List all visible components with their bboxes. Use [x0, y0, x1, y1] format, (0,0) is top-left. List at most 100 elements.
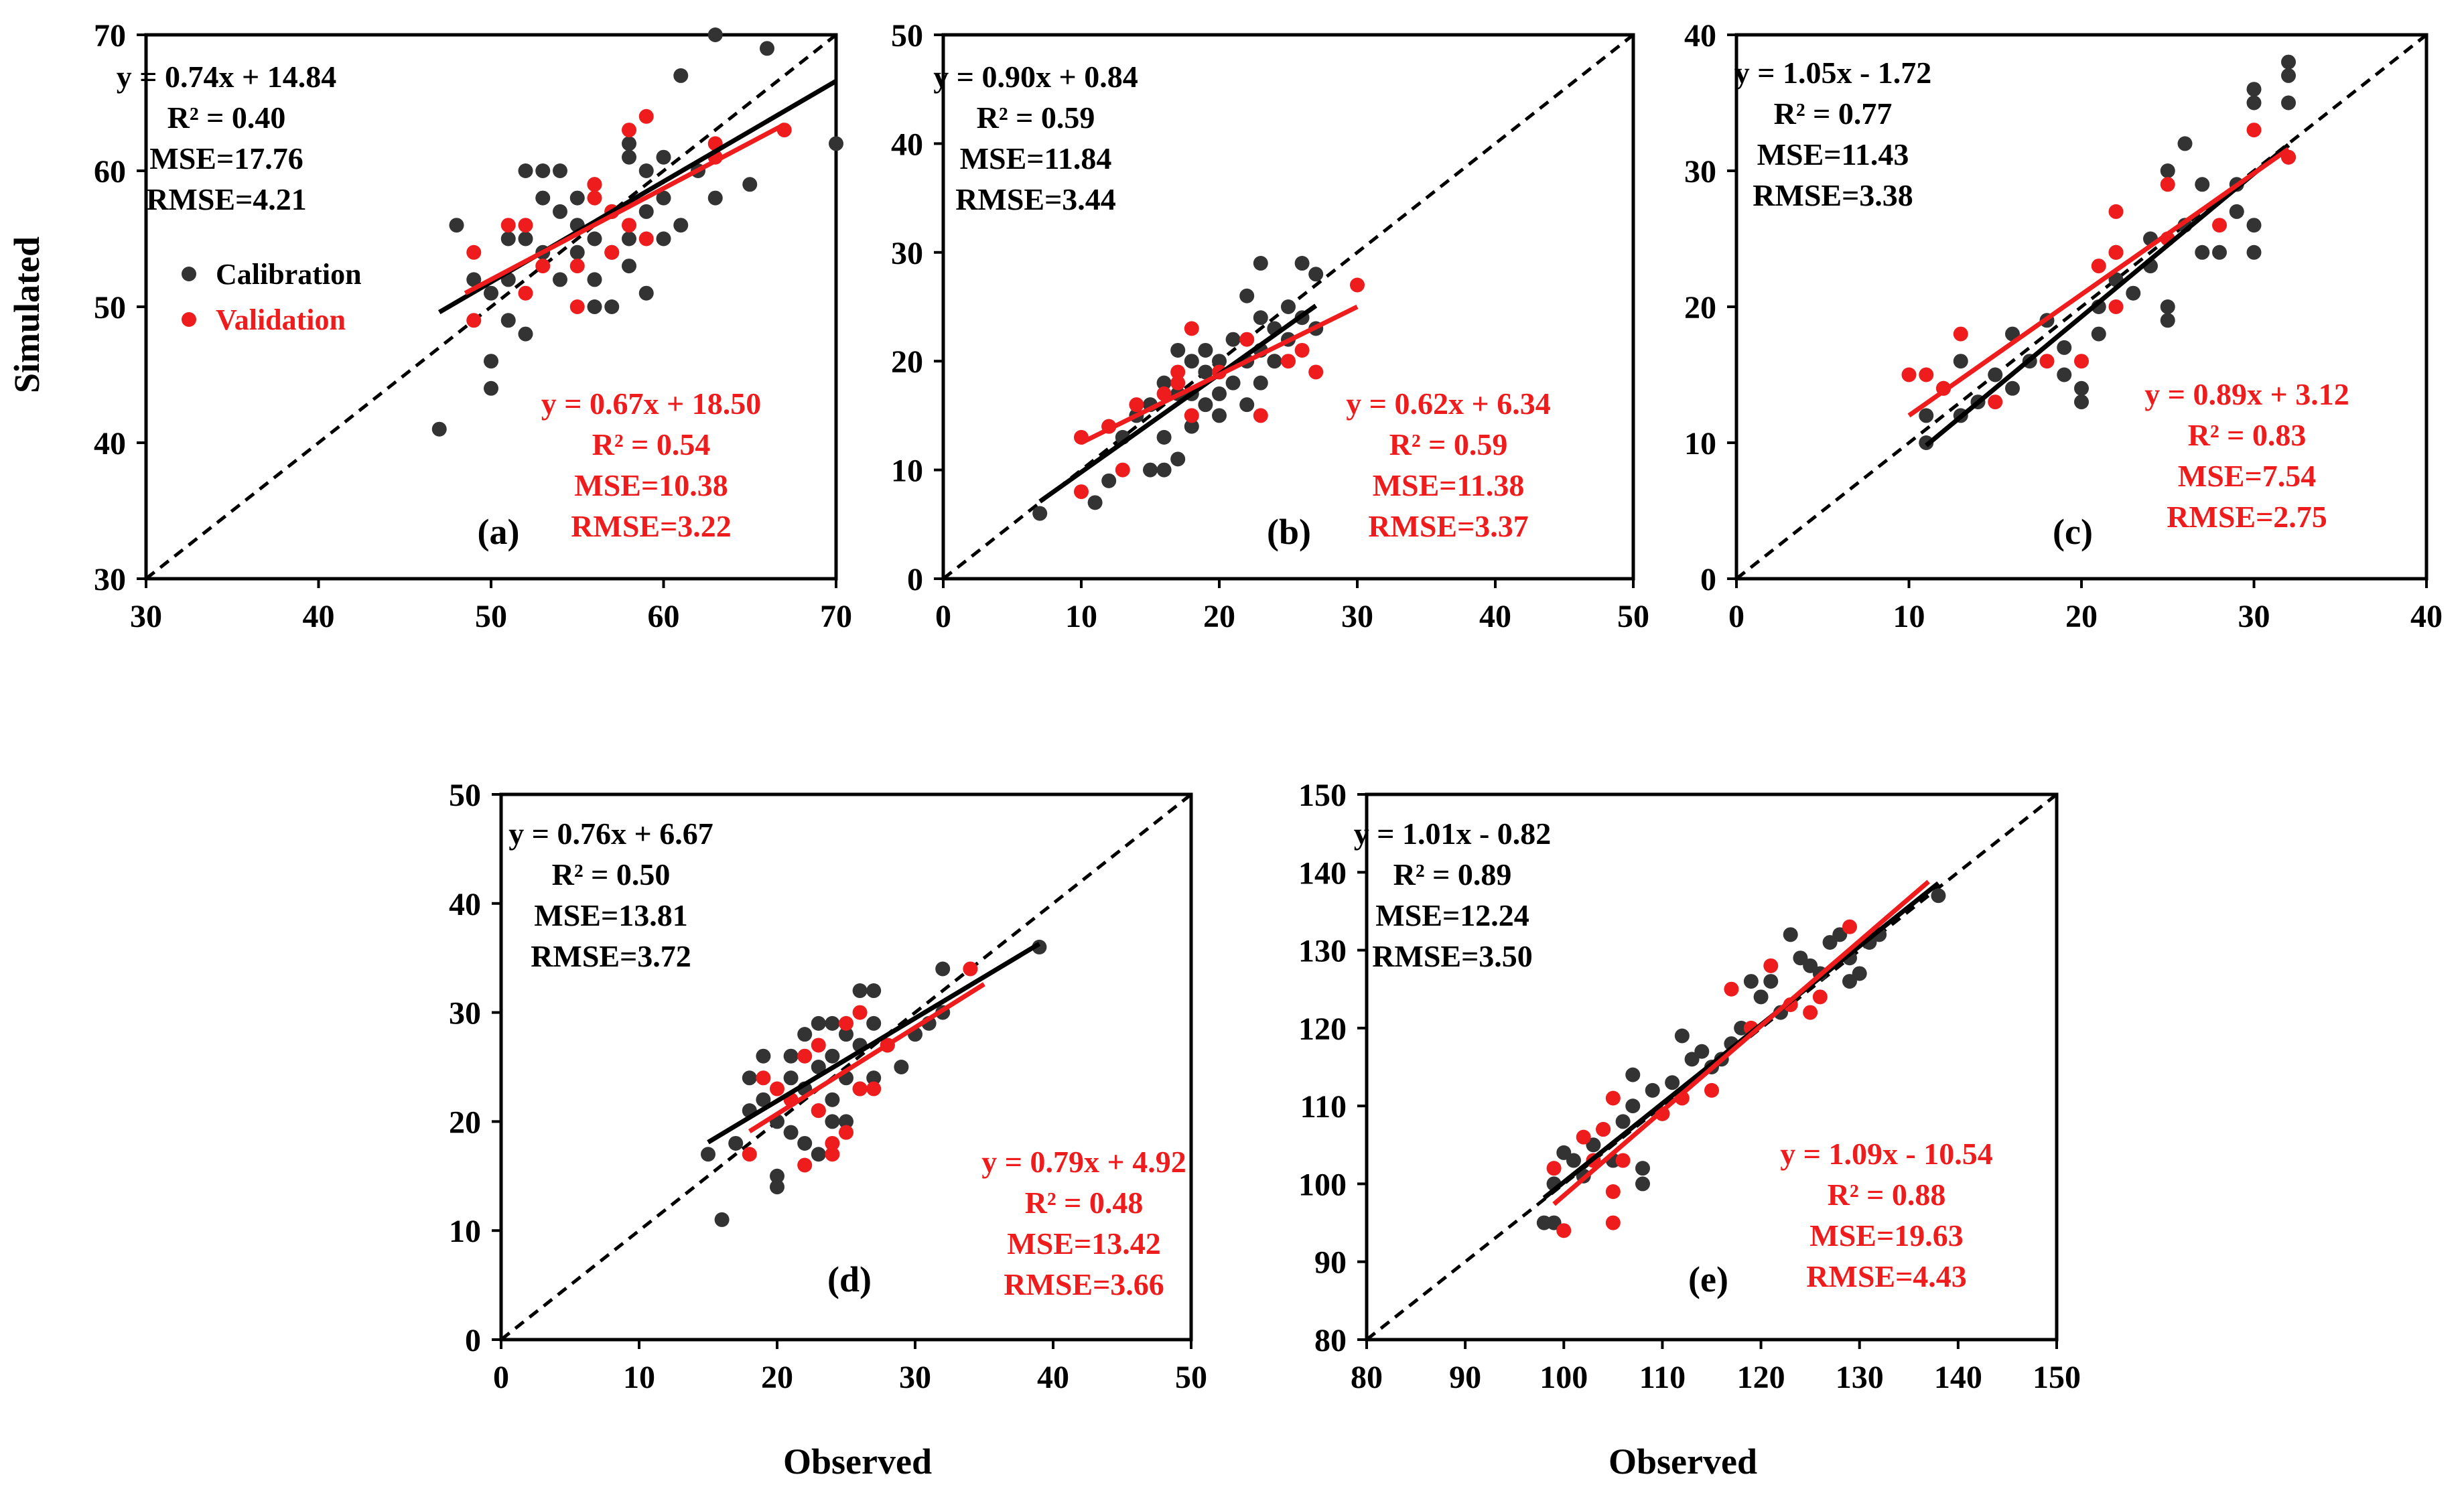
calibration-point: [1763, 974, 1779, 989]
validation-point: [1724, 981, 1739, 997]
x-tick-label-b: 20: [1203, 599, 1235, 634]
calibration-point: [1156, 462, 1172, 478]
calibration-point: [656, 231, 671, 246]
plot-frame-b: [941, 33, 1635, 581]
calibration-point: [1753, 989, 1769, 1005]
calibration-point: [1953, 354, 1968, 369]
y-tick-label-d: 50: [449, 778, 481, 813]
validation-point: [1156, 386, 1172, 401]
calibration-stat-b: MSE=11.84: [960, 141, 1112, 175]
calibration-point: [1239, 288, 1255, 303]
chart-panels: 30 40 50 60 70 30 40 50 60 70 y = 0.74x + 14.84 R² …: [94, 18, 2443, 1395]
validation-point: [1556, 1223, 1572, 1238]
validation-point: [742, 1147, 757, 1162]
calibration-point: [518, 231, 533, 246]
calibration-point: [431, 421, 447, 437]
validation-point: [604, 244, 620, 260]
validation-point: [466, 313, 482, 328]
y-tick-label-c: 40: [1684, 18, 1716, 54]
calibration-point: [1156, 429, 1172, 445]
validation-point: [1074, 484, 1089, 500]
calibration-point: [1212, 386, 1227, 401]
validation-point: [2212, 218, 2227, 233]
y-tick-label-e: 90: [1314, 1245, 1347, 1281]
validation-point: [2108, 204, 2124, 219]
calibration-point: [866, 1070, 882, 1086]
calibration-stat-d: MSE=13.81: [534, 898, 687, 932]
validation-point: [839, 1015, 853, 1031]
calibration-point: [569, 244, 585, 260]
calibration-point: [1294, 256, 1310, 271]
x-axis-title-d: Observed: [783, 1441, 932, 1482]
validation-point: [811, 1038, 826, 1053]
validation-fit-line-e: [1552, 879, 1930, 1206]
validation-point: [535, 259, 551, 274]
calibration-point: [553, 204, 567, 219]
y-tick-label-b: 40: [891, 127, 923, 162]
x-tick-label-e: 110: [1639, 1360, 1686, 1395]
validation-point: [1812, 989, 1828, 1005]
calibration-point: [1170, 451, 1186, 467]
y-tick-label-d: 30: [449, 996, 481, 1032]
calibration-point: [783, 1125, 799, 1140]
y-tick-label-b: 20: [891, 344, 923, 380]
validation-point: [963, 961, 978, 977]
x-tick-label-b: 0: [935, 599, 951, 634]
validation-stat-b: MSE=11.38: [1373, 468, 1525, 502]
calibration-point: [742, 177, 758, 192]
validation-stat-b: RMSE=3.37: [1368, 509, 1529, 543]
x-tick-label-d: 30: [899, 1360, 931, 1395]
x-tick-label-b: 40: [1479, 599, 1511, 634]
x-tick-label-b: 10: [1065, 599, 1097, 634]
validation-point: [1546, 1161, 1562, 1176]
validation-point: [2108, 299, 2124, 314]
validation-point: [518, 285, 533, 301]
calibration-stat-e: y = 1.01x - 0.82: [1354, 816, 1552, 851]
validation-point: [1615, 1153, 1631, 1168]
legend-calibration-label: Calibration: [216, 258, 362, 291]
validation-point: [1184, 321, 1199, 336]
calibration-point: [500, 231, 516, 246]
validation-point: [1253, 408, 1268, 423]
x-tick-label-d: 20: [761, 1360, 793, 1395]
calibration-point: [760, 41, 774, 56]
calibration-point: [783, 1070, 799, 1086]
calibration-point: [2160, 163, 2175, 178]
calibration-point: [707, 27, 723, 42]
calibration-point: [770, 1180, 784, 1195]
validation-stat-e: R² = 0.88: [1828, 1178, 1946, 1212]
calibration-point: [2091, 326, 2106, 342]
calibration-point: [811, 1147, 826, 1162]
calibration-point: [1156, 375, 1172, 390]
y-tick-label-a: 60: [94, 154, 126, 190]
calibration-point: [673, 68, 689, 83]
calibration-point: [1556, 1145, 1572, 1160]
calibration-point: [2195, 177, 2210, 192]
calibration-point: [622, 136, 636, 151]
validation-point: [500, 218, 516, 233]
calibration-point: [622, 259, 636, 274]
legend-validation-label: Validation: [216, 303, 346, 336]
calibration-point: [604, 299, 620, 314]
calibration-point: [484, 285, 498, 301]
calibration-point: [2074, 380, 2089, 396]
validation-stat-d: R² = 0.48: [1025, 1186, 1144, 1220]
calibration-point: [673, 218, 689, 233]
validation-point: [1596, 1122, 1611, 1137]
validation-point: [2074, 354, 2089, 369]
calibration-point: [2177, 136, 2193, 151]
calibration-point: [1919, 408, 1934, 423]
validation-stat-c: y = 0.89x + 3.12: [2144, 377, 2349, 411]
one-to-one-line-c: [1735, 33, 2428, 580]
y-tick-label-a: 70: [94, 18, 126, 54]
legend-validation-marker: [182, 312, 196, 327]
calibration-stat-e: RMSE=3.50: [1372, 939, 1533, 973]
calibration-point: [714, 1212, 730, 1227]
validation-point: [1704, 1082, 1719, 1098]
y-tick-label-d: 40: [449, 887, 481, 922]
validation-point: [756, 1070, 771, 1086]
validation-point: [797, 1048, 813, 1064]
y-tick-label-e: 120: [1298, 1011, 1347, 1047]
calibration-point: [825, 1015, 840, 1031]
